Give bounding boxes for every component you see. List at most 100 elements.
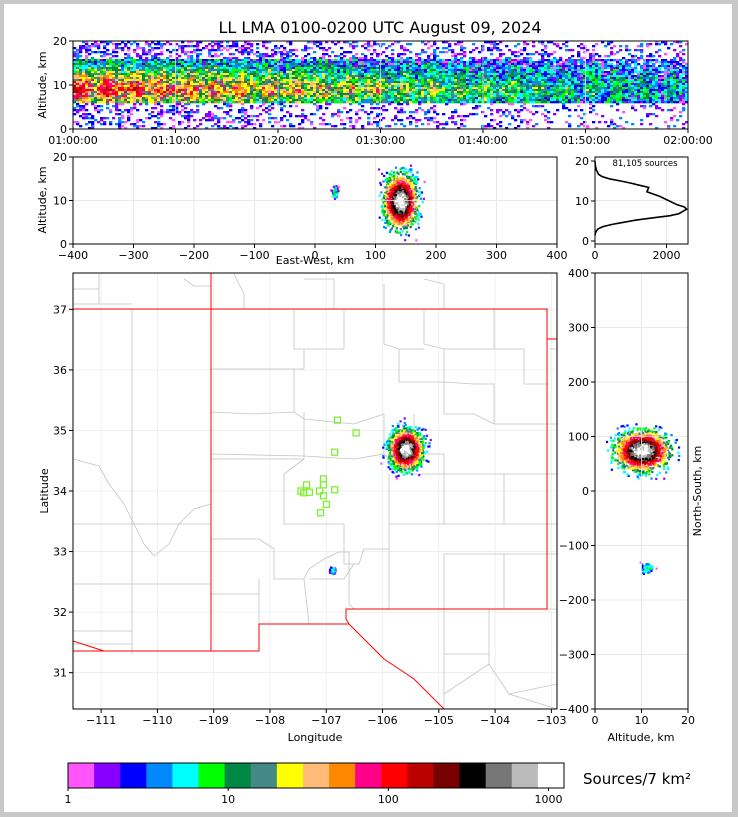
density-cell (91, 117, 95, 120)
density-cell (277, 95, 281, 98)
density-cell (367, 113, 371, 116)
density-cell (103, 81, 107, 84)
density-cell (277, 87, 281, 90)
density-cell (325, 91, 329, 94)
density-cell (349, 73, 353, 76)
density-cell (565, 77, 569, 80)
density-cell (226, 63, 230, 66)
density-cell (220, 67, 224, 70)
density-cell (244, 87, 248, 90)
density-cell (151, 83, 155, 86)
density-cell (487, 93, 491, 96)
density-cell (211, 85, 215, 88)
density-cell (457, 87, 461, 90)
density-cell (487, 47, 491, 50)
density-cell (376, 97, 380, 100)
density-cell (247, 57, 251, 60)
density-cell (82, 73, 86, 76)
density-cell (442, 51, 446, 54)
density-cell (250, 73, 254, 76)
density-cell (526, 67, 530, 70)
density-cell (199, 119, 203, 122)
density-cell (472, 69, 476, 72)
density-cell (388, 73, 392, 76)
density-cell (154, 95, 158, 98)
density-cell (292, 53, 296, 56)
density-cell (238, 101, 242, 104)
density-cell (301, 87, 305, 90)
density-cell (202, 71, 206, 74)
density-cell (118, 73, 122, 76)
density-cell (565, 85, 569, 88)
density-cell (292, 71, 296, 74)
density-cell (517, 83, 521, 86)
density-cell (316, 77, 320, 80)
density-cell (121, 67, 125, 70)
density-cell (181, 41, 185, 44)
density-cell (457, 43, 461, 46)
density-cell (334, 97, 338, 100)
density-cell (160, 123, 164, 126)
density-cell (232, 91, 236, 94)
density-cell (472, 63, 476, 66)
density-cell (394, 95, 398, 98)
density-cell (400, 93, 404, 96)
density-cell (280, 91, 284, 94)
density-cell (301, 113, 305, 116)
density-cell (316, 61, 320, 64)
density-cell (448, 87, 452, 90)
density-cell (568, 125, 572, 128)
density-cell (103, 67, 107, 70)
density-cell (313, 73, 317, 76)
density-cell (520, 85, 524, 88)
density-cell (385, 87, 389, 90)
density-cell (280, 103, 284, 106)
density-cell (565, 61, 569, 64)
density-cell (85, 85, 89, 88)
density-cell (196, 75, 200, 78)
density-cell (118, 77, 122, 80)
density-cell (199, 75, 203, 78)
density-cell (223, 99, 227, 102)
density-cell (304, 63, 308, 66)
density-cell (310, 121, 314, 124)
density-cell (460, 101, 464, 104)
density-cell (553, 59, 557, 62)
density-cell (235, 97, 239, 100)
density-cell (289, 113, 293, 116)
density-cell (163, 79, 167, 82)
density-cell (460, 87, 464, 90)
density-cell (79, 93, 83, 96)
density-cell (193, 69, 197, 72)
density-cell (112, 101, 116, 104)
density-cell (160, 71, 164, 74)
density-cell (487, 91, 491, 94)
density-cell (256, 95, 260, 98)
density-cell (406, 87, 410, 90)
density-cell (496, 63, 500, 66)
density-cell (286, 65, 290, 68)
density-cell (424, 65, 428, 68)
density-cell (304, 101, 308, 104)
density-cell (226, 105, 230, 108)
density-cell (457, 127, 461, 130)
density-cell (127, 47, 131, 50)
density-cell (175, 97, 179, 100)
density-cell (331, 65, 335, 68)
density-cell (553, 93, 557, 96)
density-cell (283, 81, 287, 84)
density-cell (472, 87, 476, 90)
density-cell (403, 93, 407, 96)
density-cell (493, 85, 497, 88)
density-cell (172, 65, 176, 68)
density-cell (391, 119, 395, 122)
density-cell (235, 67, 239, 70)
density-cell (448, 77, 452, 80)
density-cell (526, 121, 530, 124)
density-cell (184, 115, 188, 118)
density-cell (76, 121, 80, 124)
density-cell (223, 77, 227, 80)
density-cell (244, 49, 248, 52)
density-cell (145, 69, 149, 72)
density-cell (427, 67, 431, 70)
